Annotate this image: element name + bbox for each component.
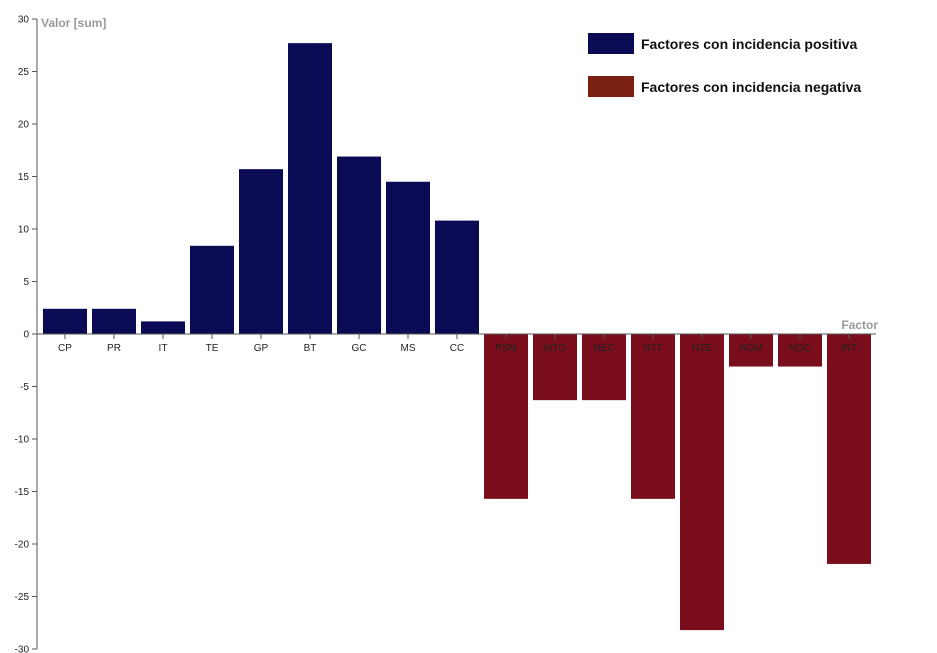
y-tick-label: -25 (15, 592, 30, 603)
x-axis-title: Factor (841, 318, 878, 332)
x-tick-label-nec: NEC (593, 343, 614, 354)
bar-gp (239, 169, 283, 334)
x-tick-label-mto: MTO (544, 343, 566, 354)
legend-swatch-negative (588, 76, 634, 97)
y-axis: 30 25 20 15 10 5 0 -5 -10 -15 -20 -25 -30 (15, 15, 38, 653)
x-tick-label-gc: GC (352, 343, 367, 354)
x-tick-label-gp: GP (254, 343, 269, 354)
y-tick-label: 30 (18, 15, 30, 26)
x-tick-label-ngm: NGM (739, 343, 762, 354)
y-tick-label: 10 (18, 225, 30, 236)
legend-label-positive: Factores con incidencia positiva (641, 36, 858, 52)
x-axis: CP PR IT TE GP BT GC MS CC PSM MTO NEC NTT NTE NGM NGC I… (37, 333, 876, 354)
x-tick-label-it: IT (159, 343, 168, 354)
legend-label-negative: Factores con incidencia negativa (641, 79, 861, 95)
legend: Factores con incidencia positiva Factore… (588, 33, 861, 97)
x-tick-label-bt: BT (304, 343, 317, 354)
x-tick-label-int: INT (841, 343, 857, 354)
x-tick-label-ntt: NTT (643, 343, 662, 354)
y-tick-label: -15 (15, 487, 30, 498)
x-tick-label-nte: NTE (692, 343, 712, 354)
bar-mto (533, 334, 577, 401)
legend-swatch-positive (588, 33, 634, 54)
x-tick-label-psm: PSM (495, 343, 517, 354)
x-tick-label-ngc: NGC (789, 343, 811, 354)
y-tick-label: 15 (18, 172, 30, 183)
y-tick-label: -20 (15, 540, 30, 551)
y-tick-label: -10 (15, 435, 30, 446)
bar-nte (680, 334, 724, 631)
bar-psm (484, 334, 528, 499)
x-tick-label-ms: MS (401, 343, 416, 354)
bar-ngc (778, 334, 822, 367)
bar-te (190, 245, 234, 334)
bar-it (141, 321, 185, 334)
y-tick-label: -5 (20, 382, 29, 393)
y-tick-label: 20 (18, 120, 30, 131)
bar-nec (582, 334, 626, 401)
y-tick-label: 5 (23, 277, 29, 288)
y-tick-label: -30 (15, 645, 30, 653)
x-tick-label-te: TE (206, 343, 219, 354)
x-tick-label-cc: CC (450, 343, 464, 354)
y-axis-title: Valor [sum] (41, 16, 106, 30)
bar-cp (43, 308, 87, 334)
bar-gc (337, 156, 381, 334)
bar-pr (92, 308, 136, 334)
bar-ntt (631, 334, 675, 499)
x-tick-label-cp: CP (58, 343, 72, 354)
bar-ngm (729, 334, 773, 367)
y-tick-label: 25 (18, 67, 30, 78)
bar-int (827, 334, 871, 564)
bars (43, 43, 871, 631)
bar-cc (435, 220, 479, 334)
bar-ms (386, 181, 430, 334)
y-tick-label: 0 (23, 330, 29, 341)
x-tick-label-pr: PR (107, 343, 121, 354)
bar-bt (288, 43, 332, 335)
